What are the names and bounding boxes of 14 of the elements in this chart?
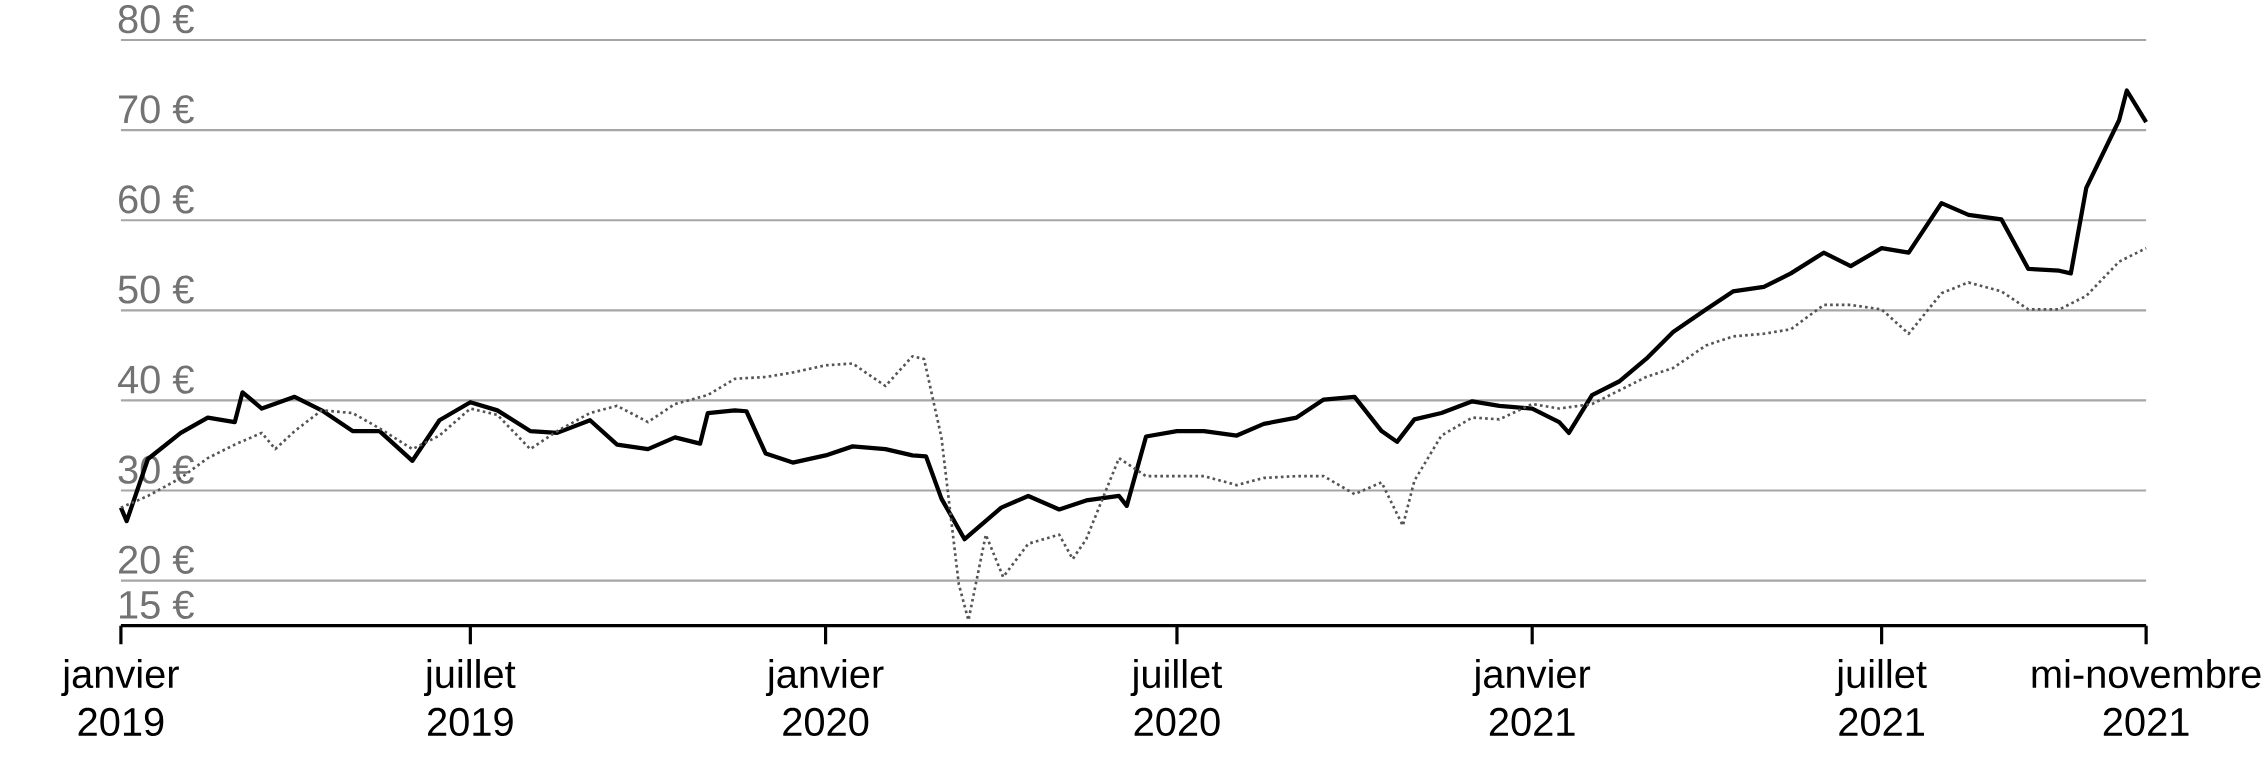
y-tick-label: 20 € (119, 545, 194, 574)
x-tick-label: janvier 2020 (765, 659, 884, 737)
x-tick-label: juillet 2020 (1130, 659, 1223, 737)
x-tick-label: juillet 2019 (424, 659, 516, 737)
x-tick-label: juillet 2021 (1835, 659, 1927, 737)
x-tick-label: mi-novembre 2021 (2032, 659, 2261, 737)
x-tick-label: janvier 2019 (61, 659, 179, 737)
y-tick-label: 50 € (118, 275, 194, 304)
x-tick-label: janvier 2021 (1472, 659, 1591, 737)
y-tick-label: 70 € (119, 95, 194, 124)
y-tick-label: 15 € (120, 590, 194, 619)
y-tick-label: 40 € (117, 365, 194, 394)
y-tick-label: 60 € (119, 185, 194, 214)
y-tick-label: 80 € (118, 5, 194, 34)
